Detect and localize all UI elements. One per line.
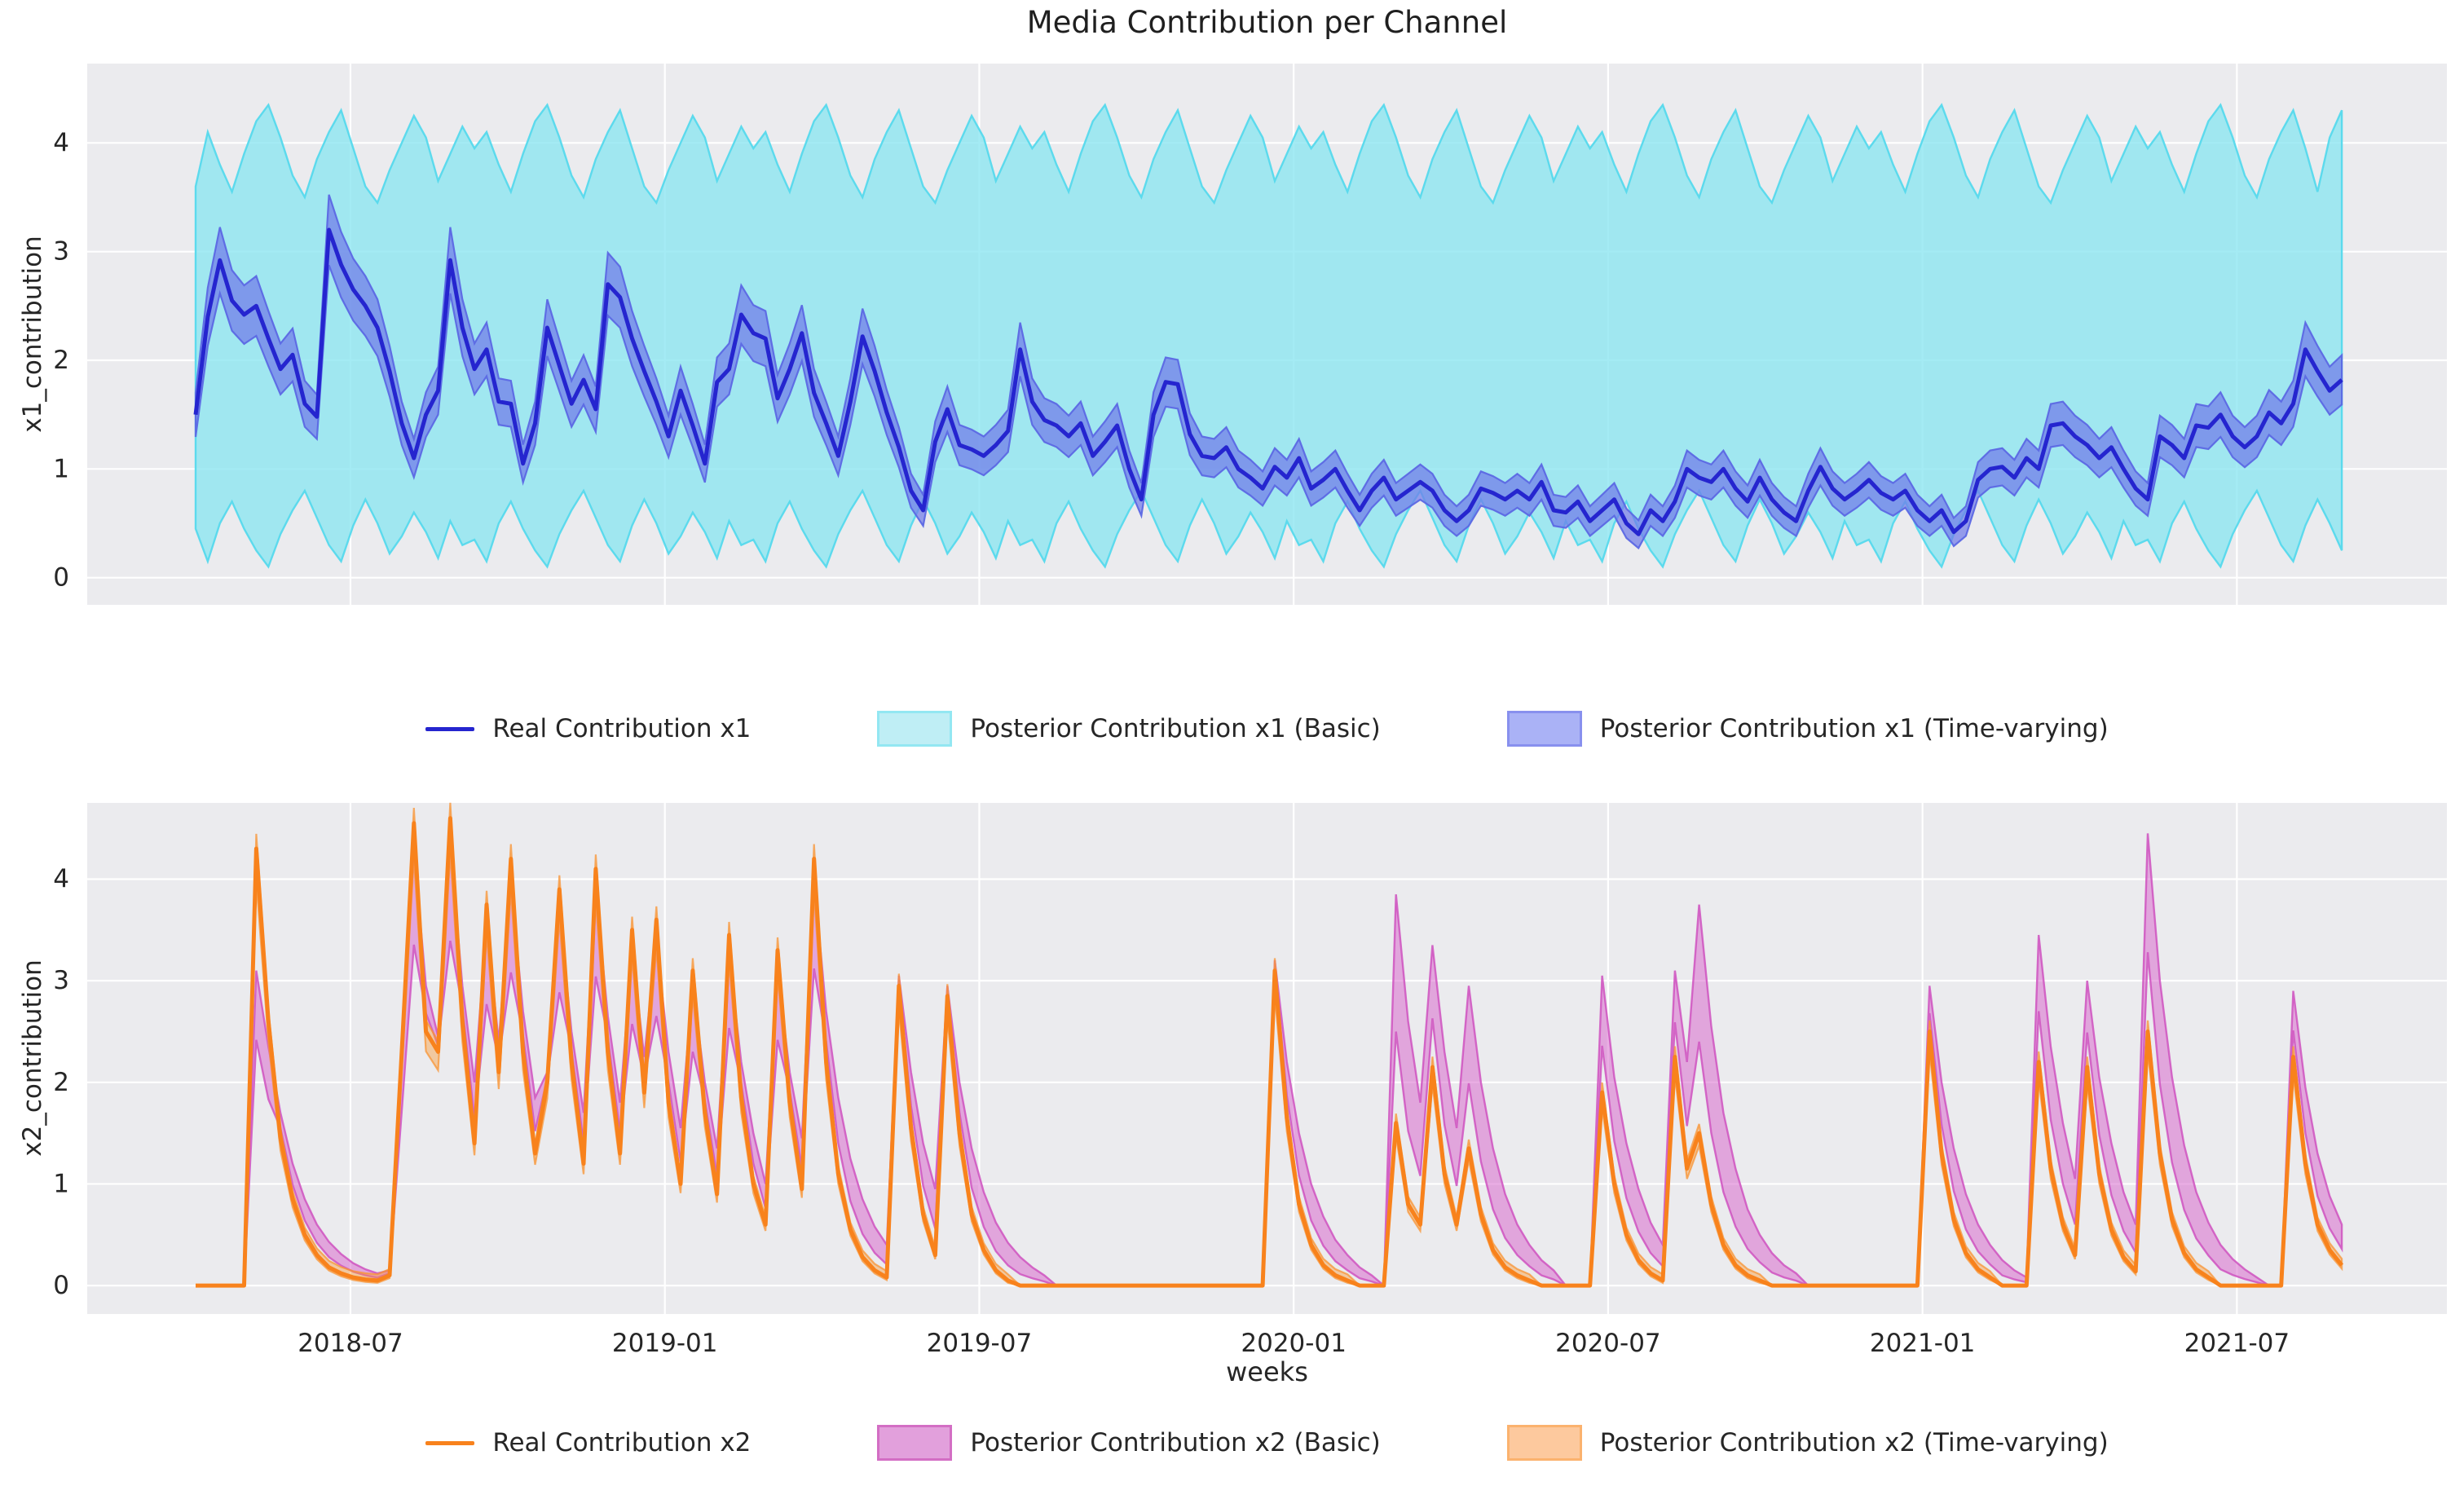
legend-item-real-x1: Real Contribution x1: [425, 714, 751, 743]
band-basic-top: [194, 103, 2343, 569]
legend-item-posterior-x1-basic: Posterior Contribution x1 (Basic): [877, 711, 1381, 747]
legend-label: Posterior Contribution x1 (Time-varying): [1599, 714, 2109, 743]
legend-line-swatch: [425, 726, 475, 731]
real-line-top: [193, 227, 2343, 536]
x-tick-label: 2021-07: [2184, 1329, 2290, 1358]
x-tick-label: 2019-07: [927, 1329, 1033, 1358]
x-tick-label: 2021-01: [1870, 1329, 1976, 1358]
real-line-bottom: [196, 816, 2344, 1288]
legend-line-swatch: [425, 1440, 475, 1445]
legend-item-real-x2: Real Contribution x2: [425, 1428, 751, 1457]
x-tick-label: 2019-01: [612, 1329, 718, 1358]
legend-patch-swatch: [877, 1425, 953, 1461]
legend-label: Posterior Contribution x2 (Basic): [970, 1428, 1381, 1457]
legend-item-posterior-x2-basic: Posterior Contribution x2 (Basic): [877, 1425, 1381, 1461]
y-tick-label: 0: [53, 1271, 69, 1300]
legend-x2: Real Contribution x2 Posterior Contribut…: [87, 1425, 2447, 1461]
legend-x1: Real Contribution x1 Posterior Contribut…: [87, 711, 2447, 747]
legend-label: Real Contribution x1: [492, 714, 752, 743]
y-tick-label: 0: [53, 563, 69, 593]
legend-item-posterior-x1-time-varying: Posterior Contribution x1 (Time-varying): [1506, 711, 2109, 747]
y-tick-label: 4: [53, 128, 69, 157]
legend-patch-swatch: [1506, 711, 1582, 747]
legend-item-posterior-x2-time-varying: Posterior Contribution x2 (Time-varying): [1506, 1425, 2109, 1461]
x-tick-label: 2020-07: [1555, 1329, 1661, 1358]
legend-label: Posterior Contribution x2 (Time-varying): [1599, 1428, 2109, 1457]
legend-patch-swatch: [1506, 1425, 1582, 1461]
y-tick-label: 2: [53, 346, 69, 375]
x-tick-label: 2020-01: [1241, 1329, 1347, 1358]
legend-label: Posterior Contribution x1 (Basic): [970, 714, 1381, 743]
y-tick-label: 1: [53, 454, 69, 483]
y-tick-label: 3: [53, 966, 69, 995]
page-title: Media Contribution per Channel: [1026, 5, 1508, 40]
x-tick-label: 2018-07: [298, 1329, 403, 1358]
legend-label: Real Contribution x2: [492, 1428, 752, 1457]
y-axis-label-x2: x2_contribution: [18, 959, 47, 1157]
y-tick-label: 2: [53, 1068, 69, 1097]
y-tick-label: 4: [53, 864, 69, 893]
y-tick-label: 1: [53, 1169, 69, 1198]
y-axis-label-x1: x1_contribution: [18, 236, 47, 433]
x-axis-label: weeks: [1226, 1356, 1308, 1387]
y-tick-label: 3: [53, 237, 69, 267]
legend-patch-swatch: [877, 711, 953, 747]
